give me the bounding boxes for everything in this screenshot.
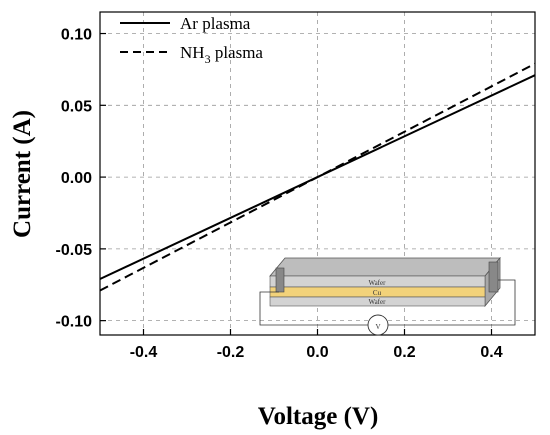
axis-ticks: -0.4 -0.2 0.0 0.2 0.4 -0.10 -0.05 0.00 0.05 0.10 xyxy=(56,27,503,361)
x-tick-label: 0.2 xyxy=(393,344,415,361)
layer-wafer-bottom xyxy=(269,296,486,307)
series-line-nh3-plasma xyxy=(99,62,536,292)
layer-label-wafer-bottom: Wafer xyxy=(369,298,387,306)
y-tick-label: -0.10 xyxy=(56,314,93,331)
y-axis-title: Current (A) xyxy=(9,110,36,238)
y-tick-label: 0.10 xyxy=(61,27,92,44)
series-lines xyxy=(99,62,536,292)
voltmeter-label: V xyxy=(375,323,380,331)
x-tick-label: -0.2 xyxy=(217,344,245,361)
voltmeter-icon xyxy=(367,314,389,336)
layer-label-wafer-top: Wafer xyxy=(369,279,387,287)
inset-schematic: Wafer Cu Wafer V xyxy=(259,256,516,336)
legend-label-ar: Ar plasma xyxy=(180,14,251,33)
stack-top-face xyxy=(269,257,501,277)
probe-wire-right xyxy=(388,279,516,326)
legend-label-nh3: NH3 plasma xyxy=(180,43,263,66)
x-tick-label: 0.4 xyxy=(480,344,502,361)
contact-right xyxy=(488,261,499,293)
y-tick-label: 0.05 xyxy=(61,98,92,115)
legend: Ar plasma NH3 plasma xyxy=(120,14,263,66)
layer-label-cu: Cu xyxy=(373,289,382,297)
x-tick-label: -0.4 xyxy=(130,344,158,361)
x-tick-label: 0.0 xyxy=(306,344,328,361)
x-axis-title: Voltage (V) xyxy=(258,403,379,430)
grid-lines xyxy=(100,12,535,335)
contact-left xyxy=(275,267,285,293)
probe-wire xyxy=(259,291,368,326)
y-tick-label: 0.00 xyxy=(61,170,92,187)
y-tick-label: -0.05 xyxy=(56,242,93,259)
